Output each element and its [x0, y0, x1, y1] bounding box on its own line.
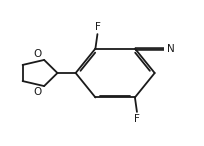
Text: O: O: [33, 49, 42, 59]
Text: F: F: [134, 114, 140, 124]
Text: O: O: [33, 87, 42, 97]
Text: N: N: [167, 44, 174, 54]
Text: F: F: [94, 22, 100, 32]
